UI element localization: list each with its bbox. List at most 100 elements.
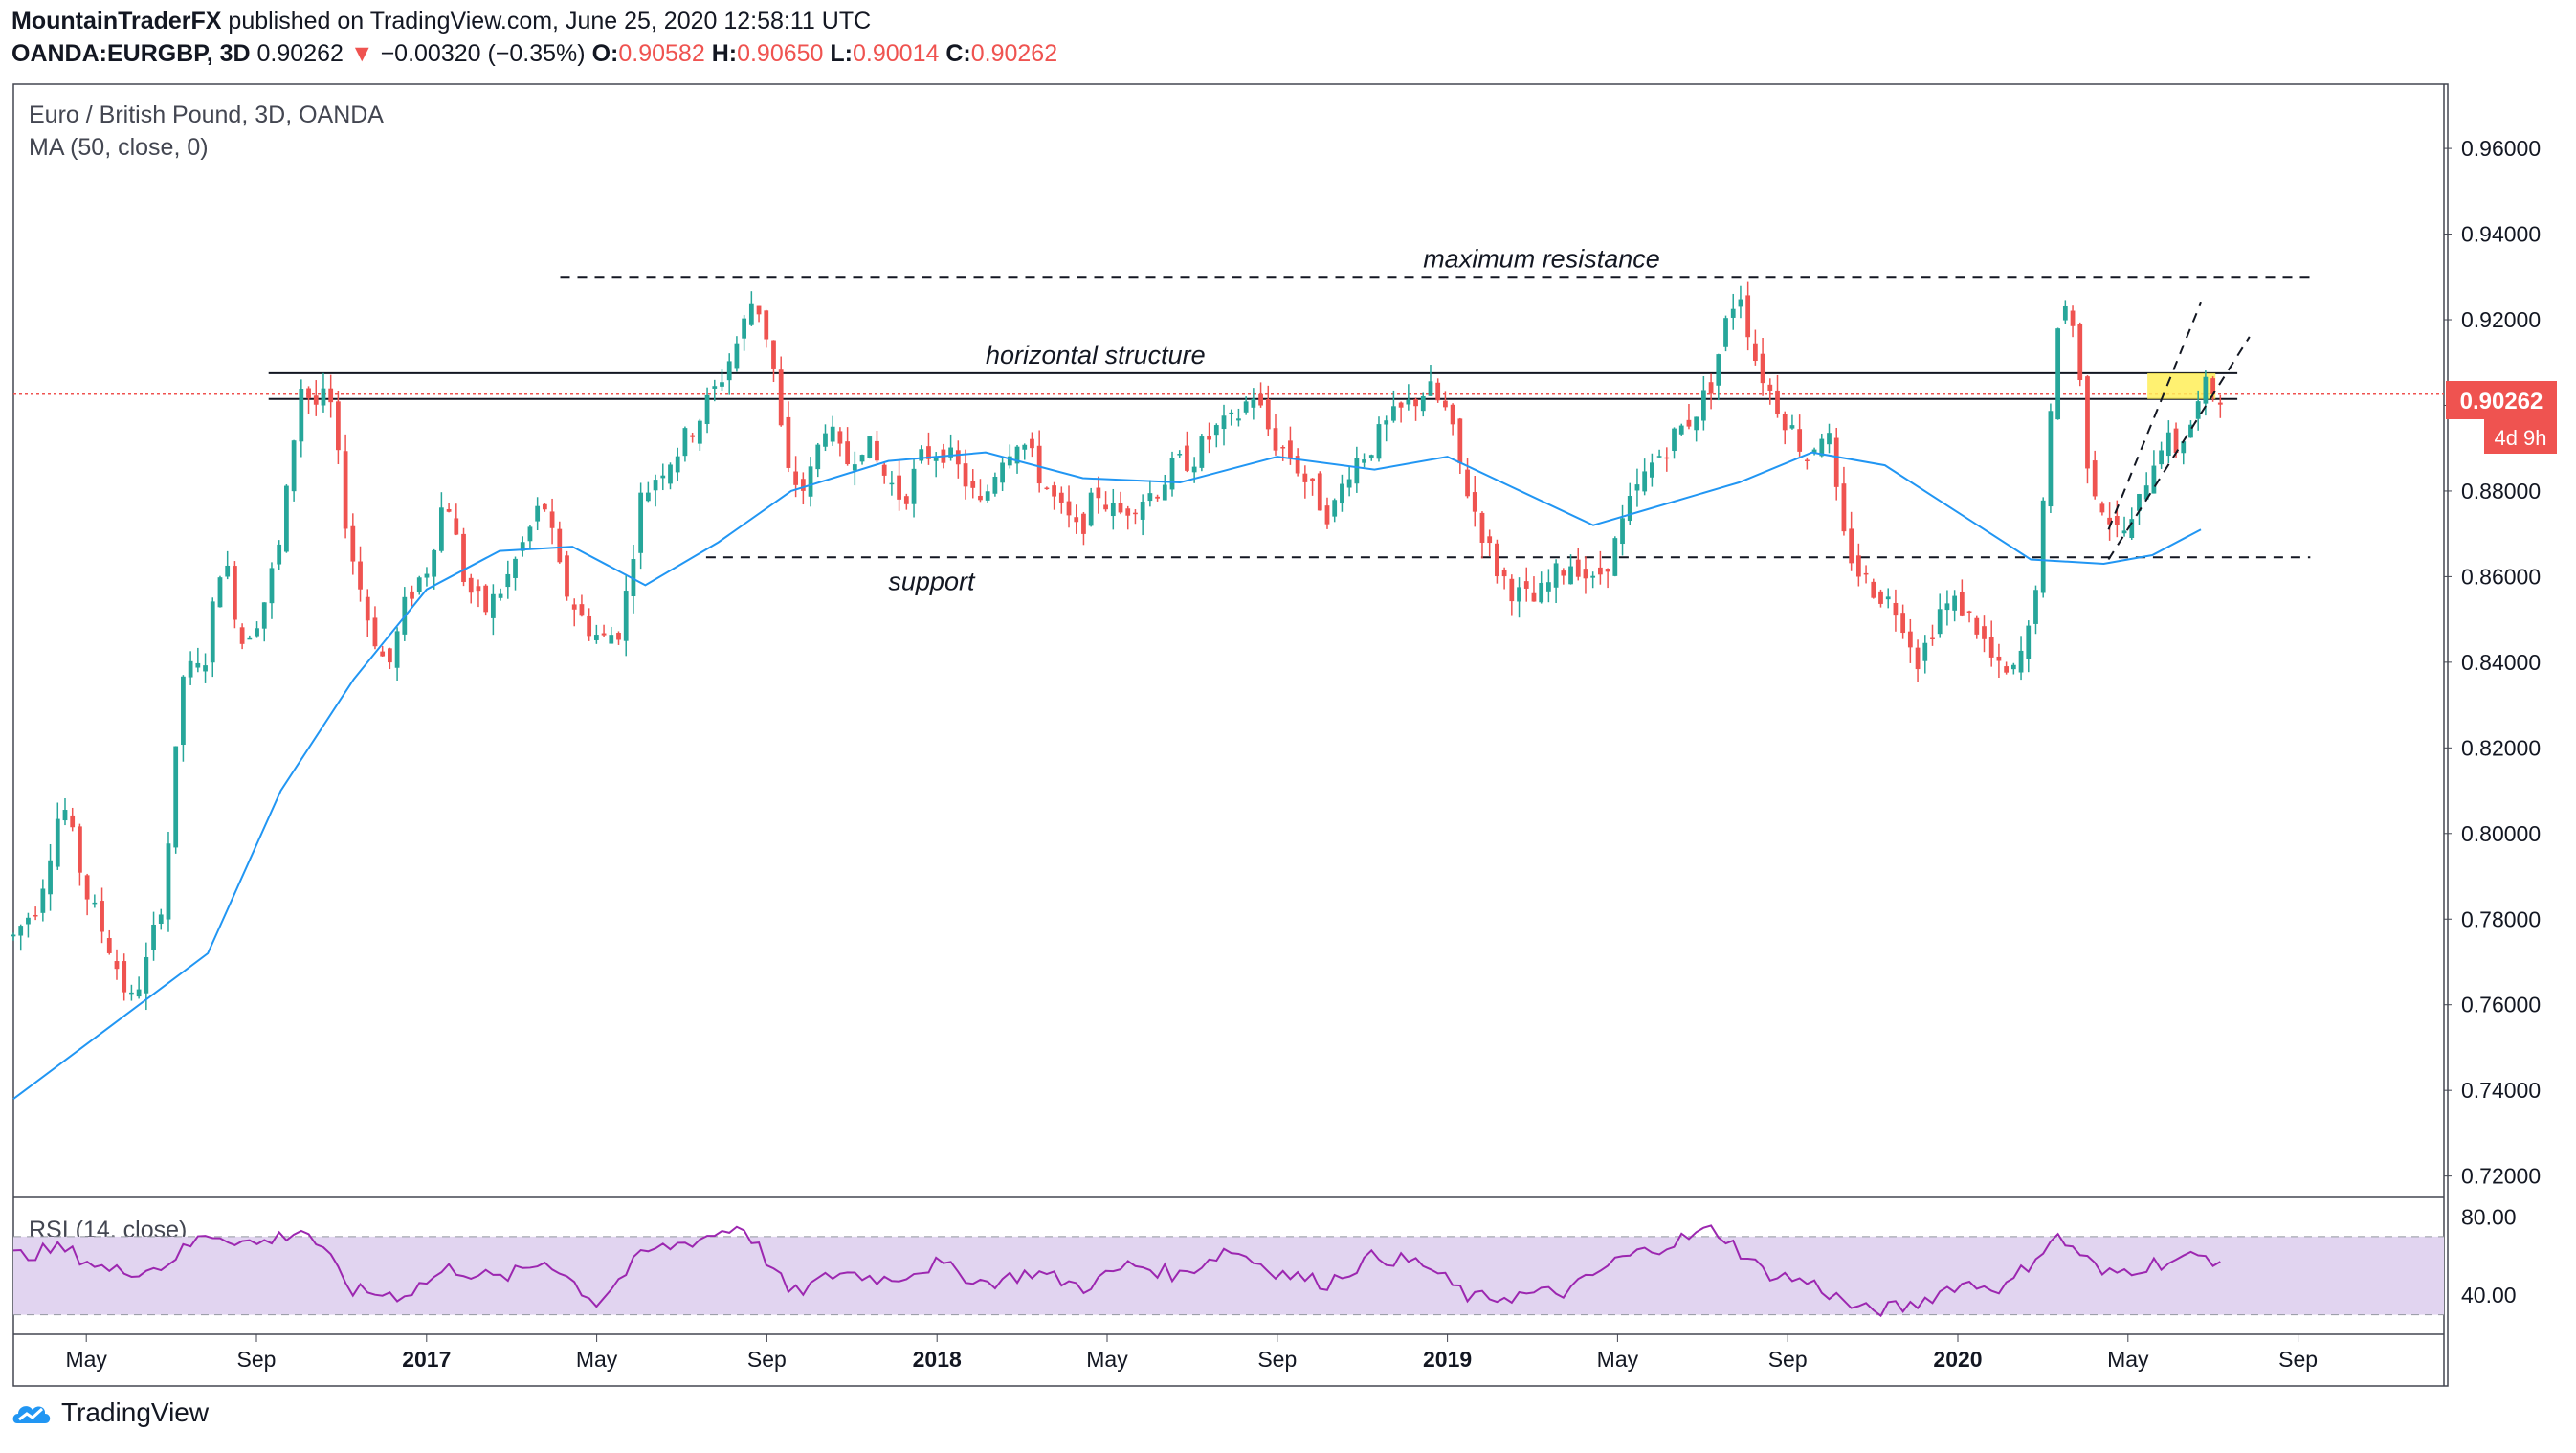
level-label: maximum resistance <box>1423 244 1660 273</box>
candle-body <box>55 818 60 867</box>
candle-body <box>645 492 651 502</box>
candle-body <box>70 815 76 828</box>
time-tick-label: May <box>2107 1347 2149 1372</box>
candle-body <box>1450 404 1455 425</box>
candle-body <box>1664 457 1670 459</box>
candle-body <box>11 934 16 937</box>
candle-body <box>1797 429 1803 452</box>
candle-body <box>1007 456 1012 466</box>
candle-body <box>1435 382 1441 401</box>
price-tick-label: 0.92000 <box>2461 307 2541 332</box>
candle-body <box>1944 603 1950 611</box>
candle-body <box>432 549 437 577</box>
candle-body <box>2195 401 2201 419</box>
candle-body <box>1656 456 1662 458</box>
time-tick-label: Sep <box>1257 1347 1297 1372</box>
time-tick-label: 2019 <box>1423 1347 1472 1372</box>
candle-body <box>210 601 215 663</box>
candle-body <box>1229 412 1234 414</box>
candle-body <box>881 464 887 476</box>
candle-body <box>911 468 917 504</box>
candle-body <box>638 492 644 553</box>
candle-body <box>2070 310 2076 326</box>
candle-body <box>350 525 356 562</box>
tradingview-logo[interactable]: TradingView <box>10 1397 209 1428</box>
candle-body <box>903 496 909 504</box>
candle-body <box>1833 437 1839 487</box>
candle-body <box>1052 485 1056 497</box>
candle-body <box>454 518 459 535</box>
candle-body <box>542 503 547 510</box>
candle-body <box>571 604 577 610</box>
candle-body <box>748 303 754 325</box>
candle-body <box>394 631 400 668</box>
candle-body <box>1177 454 1183 456</box>
author-name[interactable]: MountainTraderFX <box>11 8 222 34</box>
candle-body <box>1730 308 1736 318</box>
rsi-tick-label: 40.00 <box>2461 1283 2517 1308</box>
candle-body <box>2092 460 2098 497</box>
candle-body <box>623 591 629 641</box>
last-price-tag: 0.90262 4d 9h <box>2446 381 2557 454</box>
candle-body <box>690 435 696 437</box>
candle-body <box>1118 503 1123 513</box>
candle-body <box>1088 492 1094 526</box>
candle-body <box>195 662 201 668</box>
candle-body <box>1546 582 1551 592</box>
candle-body <box>2188 424 2193 438</box>
candle-body <box>955 450 961 465</box>
candle-body <box>299 389 304 442</box>
candle-body <box>1716 354 1721 386</box>
candle-body <box>1036 445 1042 484</box>
time-tick-label: 2017 <box>402 1347 451 1372</box>
time-tick-label: May <box>576 1347 618 1372</box>
candle-body <box>1302 473 1308 482</box>
candle-body <box>1398 402 1404 408</box>
tradingview-cloud-icon <box>12 1406 51 1423</box>
candle-body <box>682 428 688 457</box>
candle-body <box>1317 473 1322 511</box>
candle-body <box>336 401 341 451</box>
candle-body <box>166 843 171 920</box>
candle-body <box>144 956 149 994</box>
candle-body <box>1988 637 1994 658</box>
candle-body <box>587 615 592 637</box>
candle-body <box>100 901 104 932</box>
candle-body <box>2143 485 2149 500</box>
candle-body <box>239 627 245 644</box>
candle-body <box>106 938 112 953</box>
candle-body <box>1110 503 1116 517</box>
candle-body <box>601 633 607 636</box>
candle-body <box>1767 384 1773 391</box>
candle-body <box>1642 471 1648 492</box>
candle-body <box>2217 402 2223 405</box>
candle-body <box>62 810 68 821</box>
candle-body <box>1362 459 1366 463</box>
candle-body <box>321 388 326 406</box>
candle-body <box>1140 502 1145 520</box>
candle-body <box>1185 445 1189 471</box>
candle-body <box>2099 503 2105 513</box>
price-chart[interactable]: Euro / British Pound, 3D, OANDA MA (50, … <box>0 0 2576 1388</box>
candle-body <box>416 577 422 592</box>
channel-line <box>2107 302 2202 530</box>
ma-layer <box>12 451 2202 1100</box>
price-tick-label: 0.96000 <box>2461 136 2541 161</box>
candle-body <box>2151 465 2157 494</box>
candle-body <box>1523 581 1529 589</box>
candle-body <box>1213 425 1219 436</box>
candle-body <box>424 573 430 578</box>
candle-body <box>1162 484 1167 501</box>
rsi-tick-label: 80.00 <box>2461 1204 2517 1229</box>
candle-body <box>1376 424 1382 459</box>
candle-body <box>1000 462 1005 483</box>
candle-body <box>40 888 46 913</box>
candle-body <box>2018 650 2024 673</box>
candle-body <box>410 591 414 599</box>
ma-line <box>12 451 2202 1100</box>
candle-body <box>535 505 541 522</box>
candle-body <box>461 533 466 582</box>
candle-body <box>1752 343 1758 362</box>
candle-body <box>660 475 666 479</box>
time-tick-label: Sep <box>747 1347 787 1372</box>
